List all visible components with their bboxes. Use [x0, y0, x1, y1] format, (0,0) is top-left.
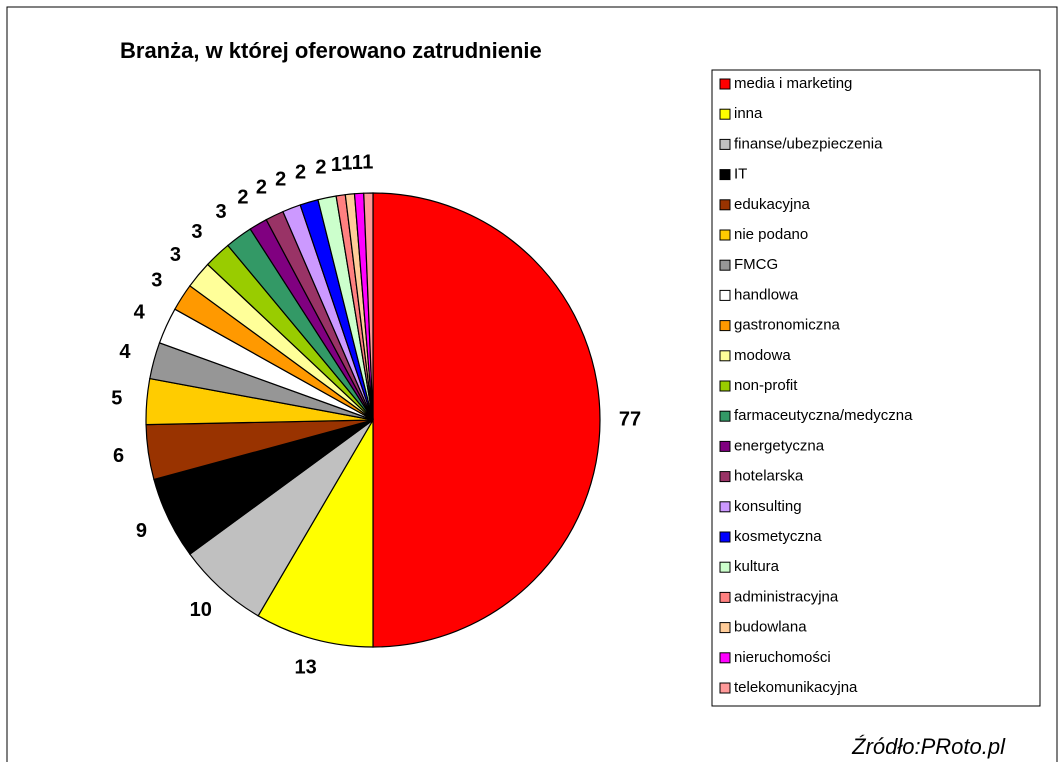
legend-label: modowa [734, 347, 791, 364]
legend-swatch [719, 531, 731, 543]
data-label: 1 [352, 152, 363, 174]
legend-swatch [719, 169, 731, 181]
data-label: 3 [191, 221, 202, 243]
pie-slice [257, 417, 374, 648]
legend-label: kosmetyczna [734, 528, 822, 545]
legend-swatch [719, 622, 731, 634]
legend-swatch [719, 108, 731, 120]
data-label: 3 [170, 244, 181, 266]
legend-swatch [719, 259, 731, 271]
data-label: 10 [190, 599, 212, 621]
data-label: 9 [136, 520, 147, 542]
pie-slice [372, 192, 601, 648]
legend-label: konsulting [734, 498, 802, 515]
data-label: 3 [151, 269, 162, 291]
legend-label: nieruchomości [734, 649, 831, 666]
data-label: 2 [237, 187, 248, 209]
legend-label: budowlana [734, 619, 807, 636]
data-label: 1 [362, 151, 373, 173]
legend-swatch [719, 229, 731, 241]
legend-swatch [719, 380, 731, 392]
legend-label: IT [734, 166, 747, 183]
legend-label: administracyjna [734, 588, 839, 605]
source: Źródło:PRoto.pl [851, 734, 1006, 759]
legend-swatch [719, 440, 731, 452]
legend-swatch [719, 591, 731, 603]
legend-swatch [719, 199, 731, 211]
legend-label: telekomunikacyjna [734, 679, 858, 696]
data-label: 77 [619, 408, 641, 430]
legend-label: kultura [734, 558, 780, 575]
data-label: 1 [331, 154, 342, 176]
legend-label: media i marketing [734, 75, 852, 92]
legend-label: hotelarska [734, 468, 804, 485]
legend-swatch [719, 561, 731, 573]
pie-slice [363, 192, 374, 421]
data-label: 4 [119, 341, 131, 363]
legend-swatch [719, 350, 731, 362]
legend-label: gastronomiczna [734, 317, 841, 334]
legend-swatch [719, 78, 731, 90]
data-label: 2 [295, 162, 306, 184]
legend-label: edukacyjna [734, 196, 811, 213]
legend-swatch [719, 471, 731, 483]
legend-swatch [719, 410, 731, 422]
data-label: 2 [315, 157, 326, 179]
chart-title: Branża, w której oferowano zatrudnienie [120, 38, 542, 63]
legend-swatch [719, 138, 731, 150]
data-label: 2 [256, 177, 267, 199]
legend-label: finanse/ubezpieczenia [734, 135, 883, 152]
legend-label: non-profit [734, 377, 798, 394]
data-label: 5 [111, 387, 122, 409]
legend-label: inna [734, 105, 763, 122]
data-label: 2 [275, 168, 286, 190]
legend-label: handlowa [734, 286, 799, 303]
legend [711, 69, 1041, 707]
legend-swatch [719, 501, 731, 513]
data-label: 1 [341, 153, 352, 175]
legend-label: nie podano [734, 226, 808, 243]
legend-label: FMCG [734, 256, 778, 273]
legend-swatch [719, 682, 731, 694]
legend-label: energetyczna [734, 437, 825, 454]
data-label: 13 [295, 656, 317, 678]
data-label: 3 [216, 201, 227, 223]
legend-label: farmaceutyczna/medyczna [734, 407, 913, 424]
legend-swatch [719, 652, 731, 664]
data-label: 4 [134, 302, 146, 324]
legend-swatch [719, 320, 731, 332]
data-label: 6 [113, 445, 124, 467]
legend-swatch [719, 289, 731, 301]
